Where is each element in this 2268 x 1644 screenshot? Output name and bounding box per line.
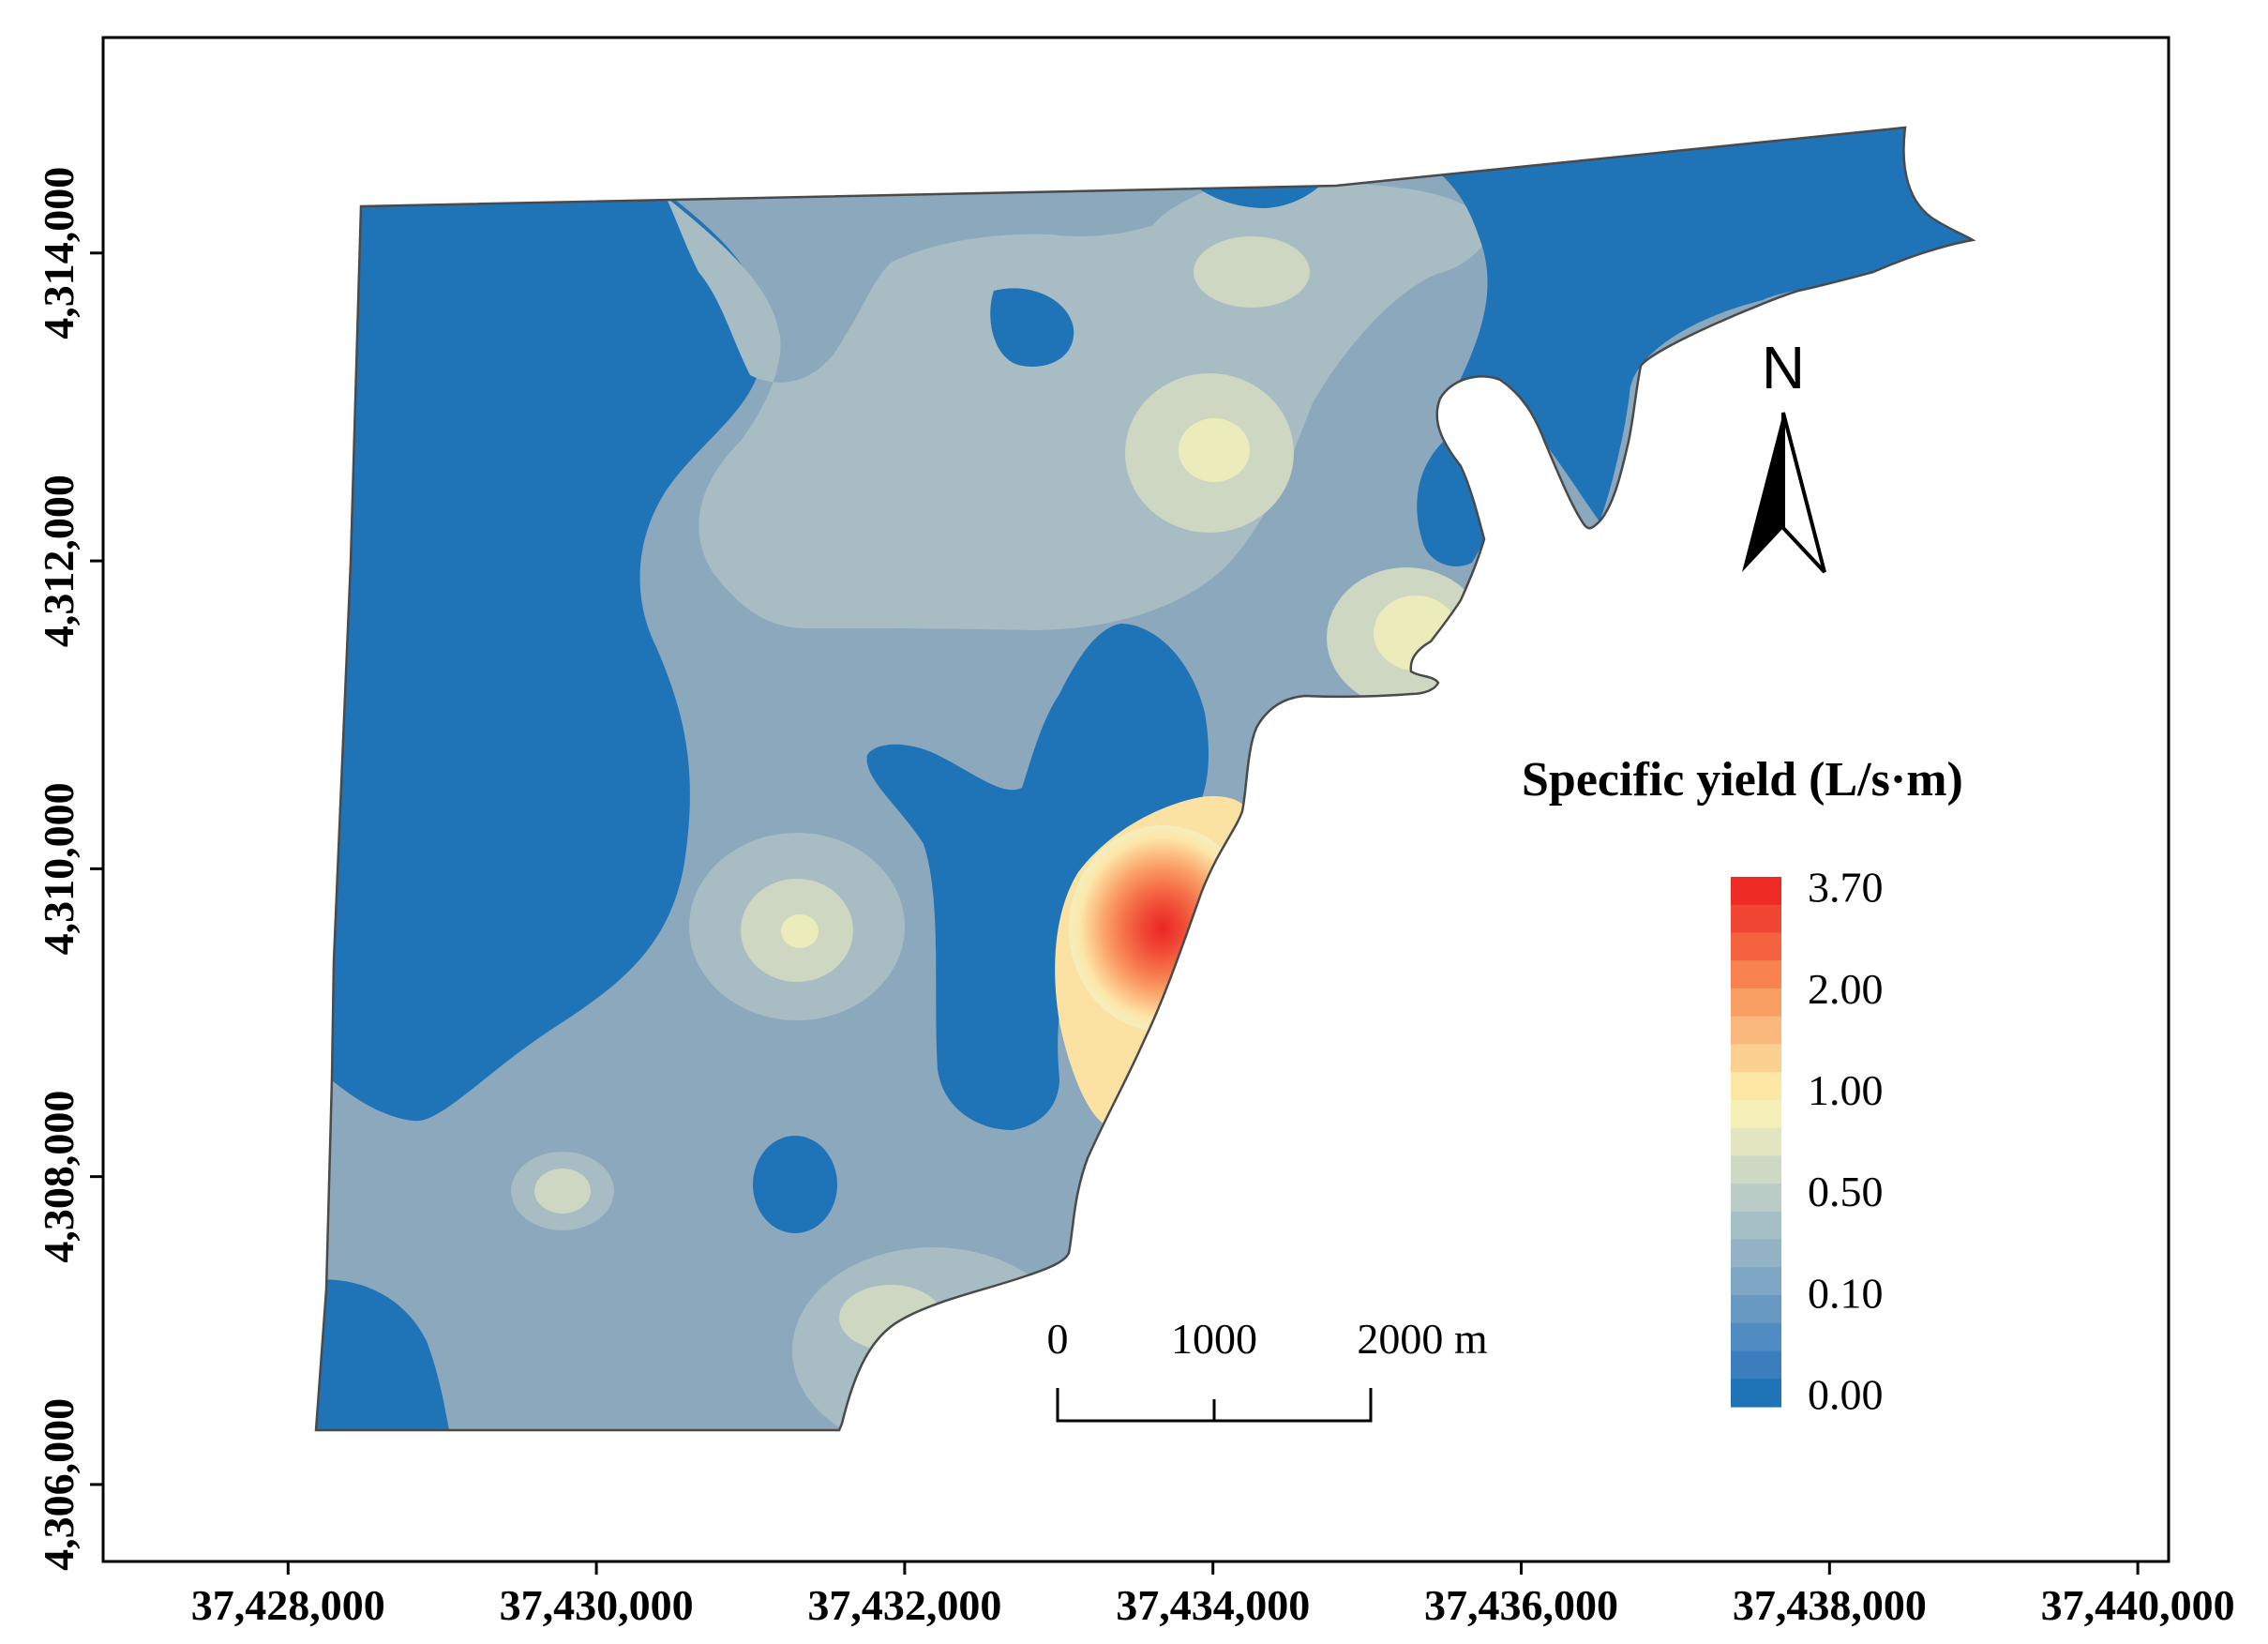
core-north <box>1179 418 1250 482</box>
core-west <box>781 914 819 948</box>
halo-sw-small <box>534 1169 591 1214</box>
scale-bar-label: 0 <box>1047 1315 1069 1363</box>
legend-swatch <box>1731 1016 1781 1046</box>
legend: Specific yield (L/s·m) 3.70 2.00 1.00 0.50 0… <box>1522 753 1963 1419</box>
legend-swatch <box>1731 1044 1781 1073</box>
x-tick-label: 37,440,000 <box>2041 1581 2235 1629</box>
low-yield-zone-northeast <box>1434 128 1973 521</box>
legend-swatch <box>1731 1072 1781 1101</box>
legend-swatch <box>1731 1295 1781 1324</box>
region-outline <box>314 126 1976 1432</box>
y-tick-label: 4,312,000 <box>35 475 83 647</box>
legend-swatch <box>1731 877 1781 906</box>
low-yield-zone-west <box>316 188 765 1122</box>
y-tick-label: 4,314,000 <box>35 167 83 339</box>
low-yield-zone-southwest <box>316 1279 450 1430</box>
x-tick-label: 37,432,000 <box>807 1581 1001 1629</box>
scale-bar: 0 1000 2000 m <box>1047 1315 1488 1423</box>
legend-swatch <box>1731 1211 1781 1241</box>
north-arrow-label: N <box>1762 334 1805 401</box>
legend-label: 0.00 <box>1808 1371 1884 1419</box>
low-yield-pocket-north <box>990 288 1074 367</box>
legend-swatch <box>1731 960 1781 989</box>
legend-color-ramp <box>1731 877 1781 1408</box>
legend-swatch <box>1731 932 1781 961</box>
legend-swatch <box>1731 1350 1781 1380</box>
moderate-band-south <box>792 1247 1074 1430</box>
legend-swatch <box>1731 904 1781 934</box>
legend-swatch <box>1731 1322 1781 1352</box>
legend-title: Specific yield (L/s·m) <box>1522 753 1963 807</box>
x-tick-label: 37,430,000 <box>500 1581 694 1629</box>
legend-label: 3.70 <box>1808 864 1884 912</box>
y-axis: 4,306,000 4,308,000 4,310,000 4,312,000 4,31… <box>35 167 103 1571</box>
halo-northeast <box>1194 236 1310 308</box>
x-tick-label: 37,438,000 <box>1733 1581 1927 1629</box>
low-yield-pocket-south <box>753 1136 837 1233</box>
legend-swatch <box>1731 1127 1781 1156</box>
scale-bar-label: 1000 <box>1171 1315 1257 1363</box>
legend-label: 0.10 <box>1808 1269 1884 1317</box>
north-arrow: N <box>1742 334 1826 574</box>
legend-label: 2.00 <box>1808 965 1884 1013</box>
x-tick-label: 37,436,000 <box>1424 1581 1618 1629</box>
low-yield-zone-central <box>866 624 1209 1130</box>
y-tick-label: 4,308,000 <box>35 1091 83 1263</box>
scale-bar-label: 2000 m <box>1357 1315 1488 1363</box>
scale-bar-labels: 0 1000 2000 m <box>1047 1315 1488 1363</box>
legend-swatch <box>1731 1099 1781 1129</box>
x-tick-label: 37,428,000 <box>191 1581 385 1629</box>
map-frame <box>101 36 2170 1563</box>
legend-swatch <box>1731 1267 1781 1296</box>
legend-label: 1.00 <box>1808 1066 1884 1114</box>
y-tick-label: 4,306,000 <box>35 1398 83 1571</box>
core-east <box>1374 596 1458 671</box>
north-arrow-icon <box>1742 412 1826 574</box>
x-axis: 37,428,000 37,430,000 37,432,000 37,434,000… <box>191 1561 2235 1629</box>
halo-south <box>839 1285 942 1350</box>
x-tick-label: 37,434,000 <box>1116 1581 1310 1629</box>
legend-label: 0.50 <box>1808 1168 1884 1215</box>
legend-swatch <box>1731 1239 1781 1268</box>
legend-swatch <box>1731 988 1781 1018</box>
scale-bar-line <box>1056 1388 1373 1423</box>
legend-swatch <box>1731 1184 1781 1213</box>
legend-swatch <box>1731 1379 1781 1408</box>
legend-labels: 3.70 2.00 1.00 0.50 0.10 0.00 <box>1808 864 1884 1419</box>
legend-swatch <box>1731 1155 1781 1184</box>
y-tick-label: 4,310,000 <box>35 782 83 955</box>
